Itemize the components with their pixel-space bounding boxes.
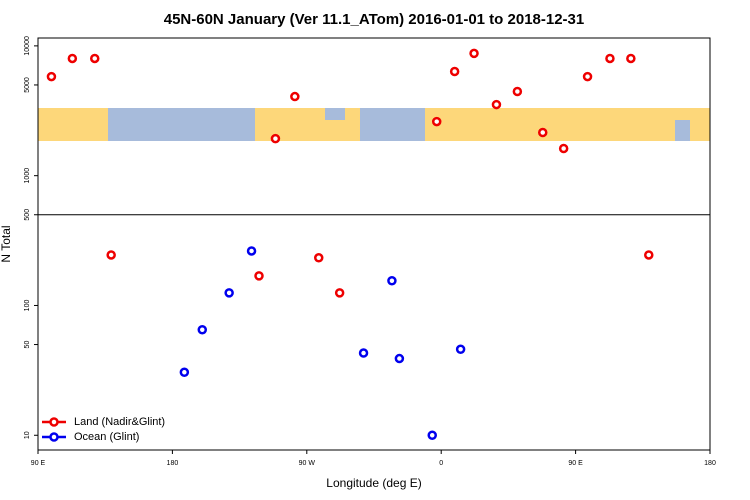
legend-marker <box>49 417 59 427</box>
y-tick-label: 5000 <box>24 77 31 93</box>
data-point <box>537 127 548 138</box>
data-point <box>626 53 636 64</box>
data-point <box>290 91 300 102</box>
data-point <box>512 86 523 97</box>
y-tick-label: 100 <box>24 300 31 312</box>
data-point <box>67 53 78 64</box>
data-point <box>246 246 257 256</box>
y-tick-label: 1000 <box>24 168 31 184</box>
data-point <box>605 53 615 64</box>
data-point <box>387 276 397 286</box>
data-point <box>89 53 100 64</box>
map-ocean <box>675 120 690 141</box>
y-tick-label: 50 <box>24 341 31 349</box>
map-band <box>38 108 710 141</box>
legend-label: Land (Nadir&Glint) <box>74 416 165 428</box>
data-point <box>449 66 460 77</box>
data-point <box>644 250 654 260</box>
legend-marker <box>49 432 59 442</box>
x-tick-label: 90 E <box>31 460 46 467</box>
data-point <box>491 99 502 110</box>
x-tick-label: 180 <box>167 460 179 467</box>
x-tick-label: 0 <box>439 460 443 467</box>
data-point <box>427 430 437 441</box>
legend-label: Ocean (Glint) <box>74 431 139 443</box>
map-ocean <box>325 108 345 120</box>
data-point <box>197 325 208 335</box>
map-land <box>425 108 615 141</box>
x-tick-label: 90 E <box>568 460 583 467</box>
map-land <box>38 108 108 141</box>
data-point <box>469 48 479 59</box>
y-axis-label: N Total <box>0 225 13 262</box>
y-tick-label: 10000 <box>24 36 31 56</box>
map-land <box>615 108 710 141</box>
x-tick-label: 90 W <box>299 460 316 467</box>
y-tick-label: 500 <box>24 209 31 221</box>
data-point <box>224 288 234 298</box>
y-tick-label: 10 <box>24 431 31 439</box>
data-point <box>558 143 569 154</box>
data-point <box>582 71 593 82</box>
data-point <box>394 353 405 364</box>
plot-frame <box>37 37 711 451</box>
data-point <box>254 271 264 281</box>
data-point <box>106 250 116 260</box>
data-point <box>358 348 369 358</box>
data-point <box>179 367 190 377</box>
data-point <box>455 344 466 354</box>
x-axis-label: Longitude (deg E) <box>326 476 421 490</box>
data-point <box>270 133 281 144</box>
chart-title: 45N-60N January (Ver 11.1_ATom) 2016-01-… <box>164 11 585 28</box>
data-point <box>46 71 57 82</box>
x-tick-label: 180 <box>704 460 716 467</box>
data-point <box>431 116 442 127</box>
data-point <box>334 288 345 298</box>
data-point <box>313 253 324 263</box>
